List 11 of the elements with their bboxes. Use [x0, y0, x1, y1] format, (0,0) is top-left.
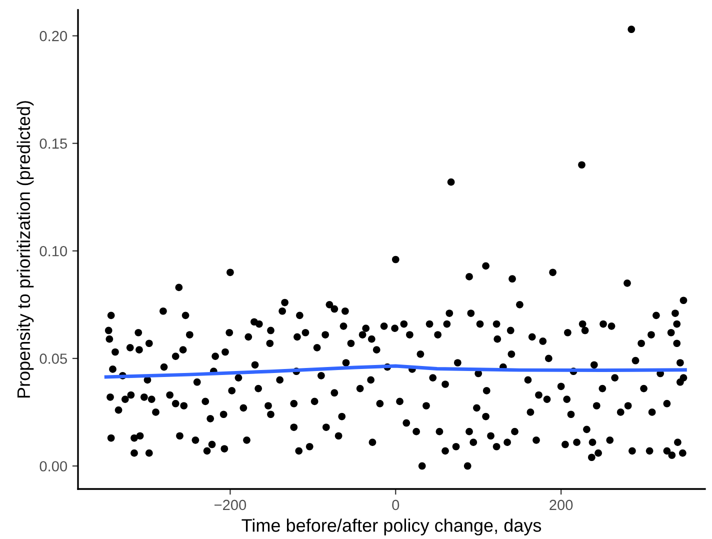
x-tick-label: −200	[214, 500, 246, 510]
y-axis-title: Propensity to prioritization (predicted)	[16, 101, 34, 398]
y-tick-label: 0.05	[40, 354, 67, 364]
y-tick-label: 0.15	[40, 138, 67, 149]
y-tick-label: 0.10	[40, 246, 68, 256]
x-tick-label: 200	[550, 500, 573, 510]
x-tick-label: 0	[392, 500, 400, 510]
x-axis-title: Time before/after policy change, days	[242, 518, 542, 536]
y-tick-label: 0.00	[40, 461, 68, 472]
y-tick-label: 0.20	[40, 30, 68, 42]
line-series	[104, 364, 687, 379]
